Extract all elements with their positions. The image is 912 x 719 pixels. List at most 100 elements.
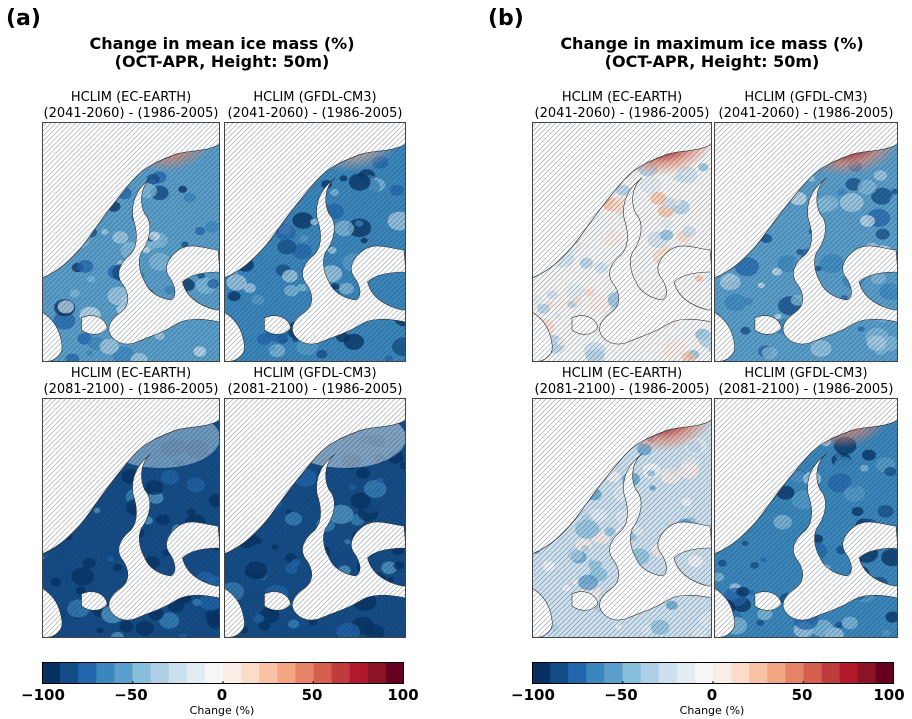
colorbar-swatch [295, 662, 314, 684]
colorbar-swatch [803, 662, 823, 684]
colorbar-swatch [767, 662, 786, 684]
map-a1-title-line2: (2041-2060) - (1986-2005) [227, 106, 403, 121]
colorbar-swatch [223, 662, 242, 684]
map-b-ec-earth-2081 [532, 398, 712, 638]
panel-b-title-line2: (OCT-APR, Height: 50m) [604, 52, 820, 71]
colorbar-swatch [550, 662, 569, 684]
map-frame [532, 398, 712, 638]
map-b1-title-line1: HCLIM (GFDL-CM3) [744, 90, 868, 105]
map-b0-title-line1: HCLIM (EC-EARTH) [561, 90, 683, 105]
significance-hatching [714, 122, 898, 362]
colorbar-swatch [640, 662, 660, 684]
colorbar-swatch [349, 662, 369, 684]
colorbar-swatch [132, 662, 152, 684]
map-b2-title-line1: HCLIM (EC-EARTH) [561, 366, 683, 381]
colorbar-swatch [367, 662, 387, 684]
colorbar-swatch [785, 662, 804, 684]
colorbar-swatch [385, 662, 404, 684]
colorbar-a [42, 662, 404, 684]
significance-hatching [532, 122, 712, 362]
map-a-gfdl-2081 [224, 398, 406, 638]
map-a0-title-line2: (2041-2060) - (1986-2005) [43, 106, 219, 121]
map-frame [714, 398, 898, 638]
colorbar-swatch [331, 662, 351, 684]
map-b-gfdl-2041 [714, 122, 898, 362]
colorbar-swatch [277, 662, 296, 684]
cbar-a-tick-50: 50 [301, 686, 323, 704]
map-a-gfdl-2041 [224, 122, 406, 362]
colorbar-swatch [731, 662, 750, 684]
map-a1-title-line1: HCLIM (GFDL-CM3) [253, 90, 377, 105]
colorbar-swatch [204, 662, 224, 684]
colorbar-swatch [186, 662, 206, 684]
map-b0-title-line2: (2041-2060) - (1986-2005) [534, 106, 710, 121]
significance-hatching [532, 398, 712, 638]
cbar-a-tick-100: 100 [387, 686, 419, 704]
map-a3-title-line2: (2081-2100) - (1986-2005) [227, 382, 403, 397]
significance-hatching [224, 122, 406, 362]
map-b1-title-line2: (2041-2060) - (1986-2005) [718, 106, 894, 121]
map-a0-title-line1: HCLIM (EC-EARTH) [70, 90, 192, 105]
cbar-b-tick-m50: −50 [604, 686, 638, 704]
panel-label-b: (b) [488, 6, 524, 31]
map-frame [532, 122, 712, 362]
panel-a-title-line2: (OCT-APR, Height: 50m) [114, 52, 330, 71]
cbar-a-tick-0: 0 [216, 686, 228, 704]
map-frame [42, 122, 220, 362]
significance-hatching [714, 398, 898, 638]
colorbar-swatch [604, 662, 623, 684]
map-a-ec-earth-2041 [42, 122, 220, 362]
colorbar-swatch [749, 662, 768, 684]
colorbar-swatch [114, 662, 133, 684]
colorbar-swatch [532, 662, 551, 684]
colorbar-swatch [313, 662, 333, 684]
significance-hatching [224, 398, 406, 638]
panel-label-a: (a) [6, 6, 41, 31]
colorbar-swatch [586, 662, 605, 684]
map-frame [224, 398, 406, 638]
colorbar-swatch [658, 662, 678, 684]
colorbar-swatch [676, 662, 696, 684]
colorbar-swatch [96, 662, 115, 684]
map-a2-title-line1: HCLIM (EC-EARTH) [70, 366, 192, 381]
map-b-ec-earth-2041 [532, 122, 712, 362]
colorbar-swatch [839, 662, 859, 684]
map-b3-title-line1: HCLIM (GFDL-CM3) [744, 366, 868, 381]
map-frame [224, 122, 406, 362]
map-b-gfdl-2081 [714, 398, 898, 638]
cbar-b-tick-0: 0 [706, 686, 718, 704]
colorbar-swatch [568, 662, 587, 684]
cbar-a-tick-m50: −50 [114, 686, 148, 704]
map-frame [714, 122, 898, 362]
map-a3-title-line1: HCLIM (GFDL-CM3) [253, 366, 377, 381]
colorbar-swatch [60, 662, 79, 684]
map-b3-title-line2: (2081-2100) - (1986-2005) [718, 382, 894, 397]
cbar-b-tick-50: 50 [791, 686, 813, 704]
cbar-a-tick-m100: −100 [21, 686, 65, 704]
cbar-b-tick-m100: −100 [511, 686, 555, 704]
map-frame [42, 398, 220, 638]
map-a2-title-line2: (2081-2100) - (1986-2005) [43, 382, 219, 397]
colorbar-swatch [42, 662, 61, 684]
panel-b-title-line1: Change in maximum ice mass (%) [560, 34, 864, 53]
colorbar-swatch [857, 662, 877, 684]
colorbar-swatch [259, 662, 278, 684]
colorbar-swatch [78, 662, 97, 684]
cbar-a-label: Change (%) [189, 704, 255, 717]
map-b2-title-line2: (2081-2100) - (1986-2005) [534, 382, 710, 397]
colorbar-swatch [150, 662, 170, 684]
cbar-b-tick-100: 100 [873, 686, 905, 704]
significance-hatching [42, 122, 220, 362]
colorbar-swatch [241, 662, 260, 684]
colorbar-b [532, 662, 894, 684]
colorbar-swatch [875, 662, 894, 684]
colorbar-swatch [168, 662, 188, 684]
colorbar-swatch [713, 662, 732, 684]
cbar-b-label: Change (%) [679, 704, 745, 717]
colorbar-swatch [694, 662, 714, 684]
significance-hatching [42, 398, 220, 638]
map-a-ec-earth-2081 [42, 398, 220, 638]
colorbar-swatch [622, 662, 642, 684]
panel-a-title-line1: Change in mean ice mass (%) [89, 34, 355, 53]
colorbar-swatch [821, 662, 841, 684]
